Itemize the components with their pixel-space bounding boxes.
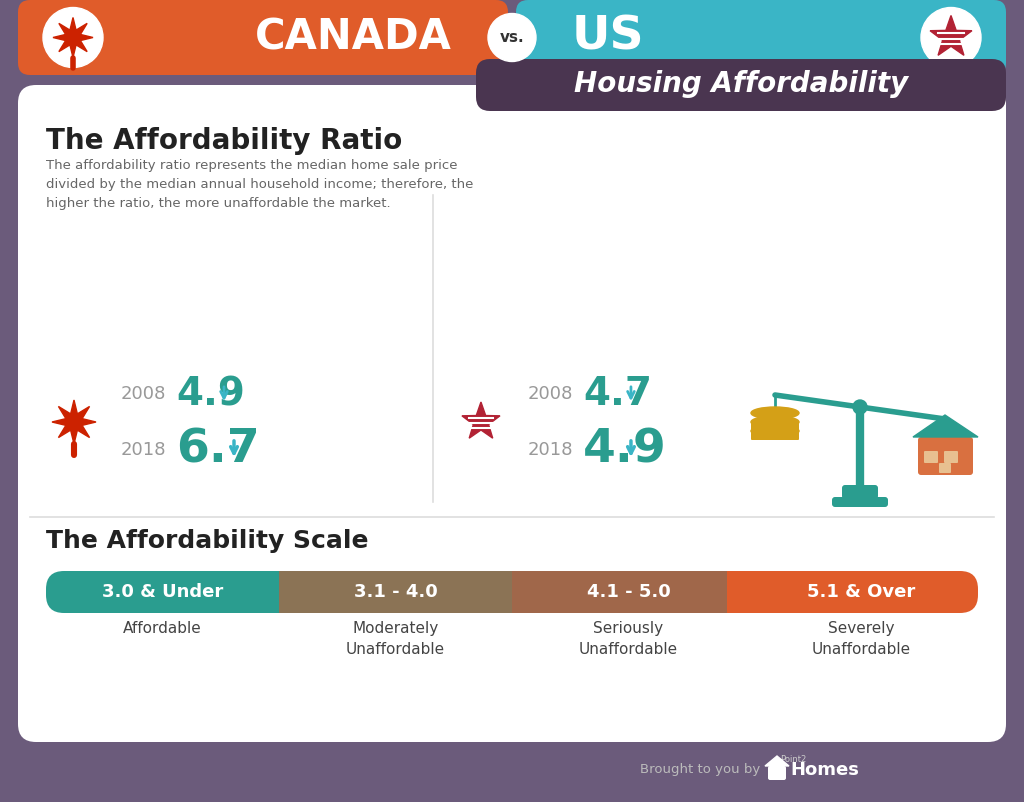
Ellipse shape — [751, 416, 799, 428]
FancyBboxPatch shape — [18, 0, 508, 75]
Text: 2018: 2018 — [528, 441, 573, 459]
Polygon shape — [52, 400, 96, 444]
Text: CANADA: CANADA — [255, 17, 452, 59]
FancyBboxPatch shape — [751, 431, 799, 440]
Text: 6.7: 6.7 — [176, 427, 260, 472]
Polygon shape — [913, 415, 978, 437]
Bar — [727, 571, 745, 613]
FancyBboxPatch shape — [939, 463, 951, 473]
Text: 2018: 2018 — [121, 441, 167, 459]
Text: Affordable: Affordable — [123, 621, 202, 636]
Text: Brought to you by: Brought to you by — [640, 764, 760, 776]
Bar — [279, 571, 297, 613]
FancyBboxPatch shape — [924, 451, 938, 463]
Ellipse shape — [751, 407, 799, 419]
Text: vs.: vs. — [500, 30, 524, 45]
Polygon shape — [930, 15, 972, 55]
FancyBboxPatch shape — [831, 497, 888, 507]
FancyBboxPatch shape — [18, 85, 1006, 742]
Text: 4.9: 4.9 — [583, 427, 667, 472]
FancyBboxPatch shape — [476, 59, 1006, 111]
Text: Seriously
Unaffordable: Seriously Unaffordable — [579, 621, 678, 657]
Text: The Affordability Ratio: The Affordability Ratio — [46, 127, 402, 155]
FancyBboxPatch shape — [46, 571, 297, 613]
Text: Moderately
Unaffordable: Moderately Unaffordable — [346, 621, 445, 657]
Ellipse shape — [751, 425, 799, 437]
Polygon shape — [765, 756, 790, 766]
Circle shape — [43, 7, 103, 67]
Text: The Affordability Scale: The Affordability Scale — [46, 529, 369, 553]
Bar — [279, 571, 512, 613]
FancyBboxPatch shape — [751, 422, 799, 431]
Text: 4.9: 4.9 — [176, 375, 245, 413]
Text: Point2: Point2 — [780, 755, 806, 764]
Polygon shape — [53, 18, 93, 58]
Text: 5.1 & Over: 5.1 & Over — [807, 583, 915, 601]
Text: 3.0 & Under: 3.0 & Under — [101, 583, 223, 601]
FancyBboxPatch shape — [768, 766, 786, 780]
FancyBboxPatch shape — [727, 571, 978, 613]
Text: 4.7: 4.7 — [583, 375, 652, 413]
Text: Severely
Unaffordable: Severely Unaffordable — [812, 621, 911, 657]
Circle shape — [488, 14, 536, 62]
FancyBboxPatch shape — [842, 485, 878, 499]
Text: US: US — [572, 15, 645, 60]
Text: 2008: 2008 — [528, 385, 573, 403]
FancyBboxPatch shape — [918, 437, 973, 475]
Text: Housing Affordability: Housing Affordability — [573, 70, 908, 98]
Text: 2008: 2008 — [121, 385, 166, 403]
Circle shape — [921, 7, 981, 67]
Bar — [512, 571, 745, 613]
Text: 4.1 - 5.0: 4.1 - 5.0 — [587, 583, 671, 601]
Text: The affordability ratio represents the median home sale price
divided by the med: The affordability ratio represents the m… — [46, 159, 473, 210]
Polygon shape — [462, 402, 500, 438]
Text: 3.1 - 4.0: 3.1 - 4.0 — [353, 583, 437, 601]
Circle shape — [853, 400, 867, 414]
FancyBboxPatch shape — [516, 0, 1006, 75]
FancyBboxPatch shape — [944, 451, 958, 463]
Text: Homes: Homes — [790, 761, 859, 779]
